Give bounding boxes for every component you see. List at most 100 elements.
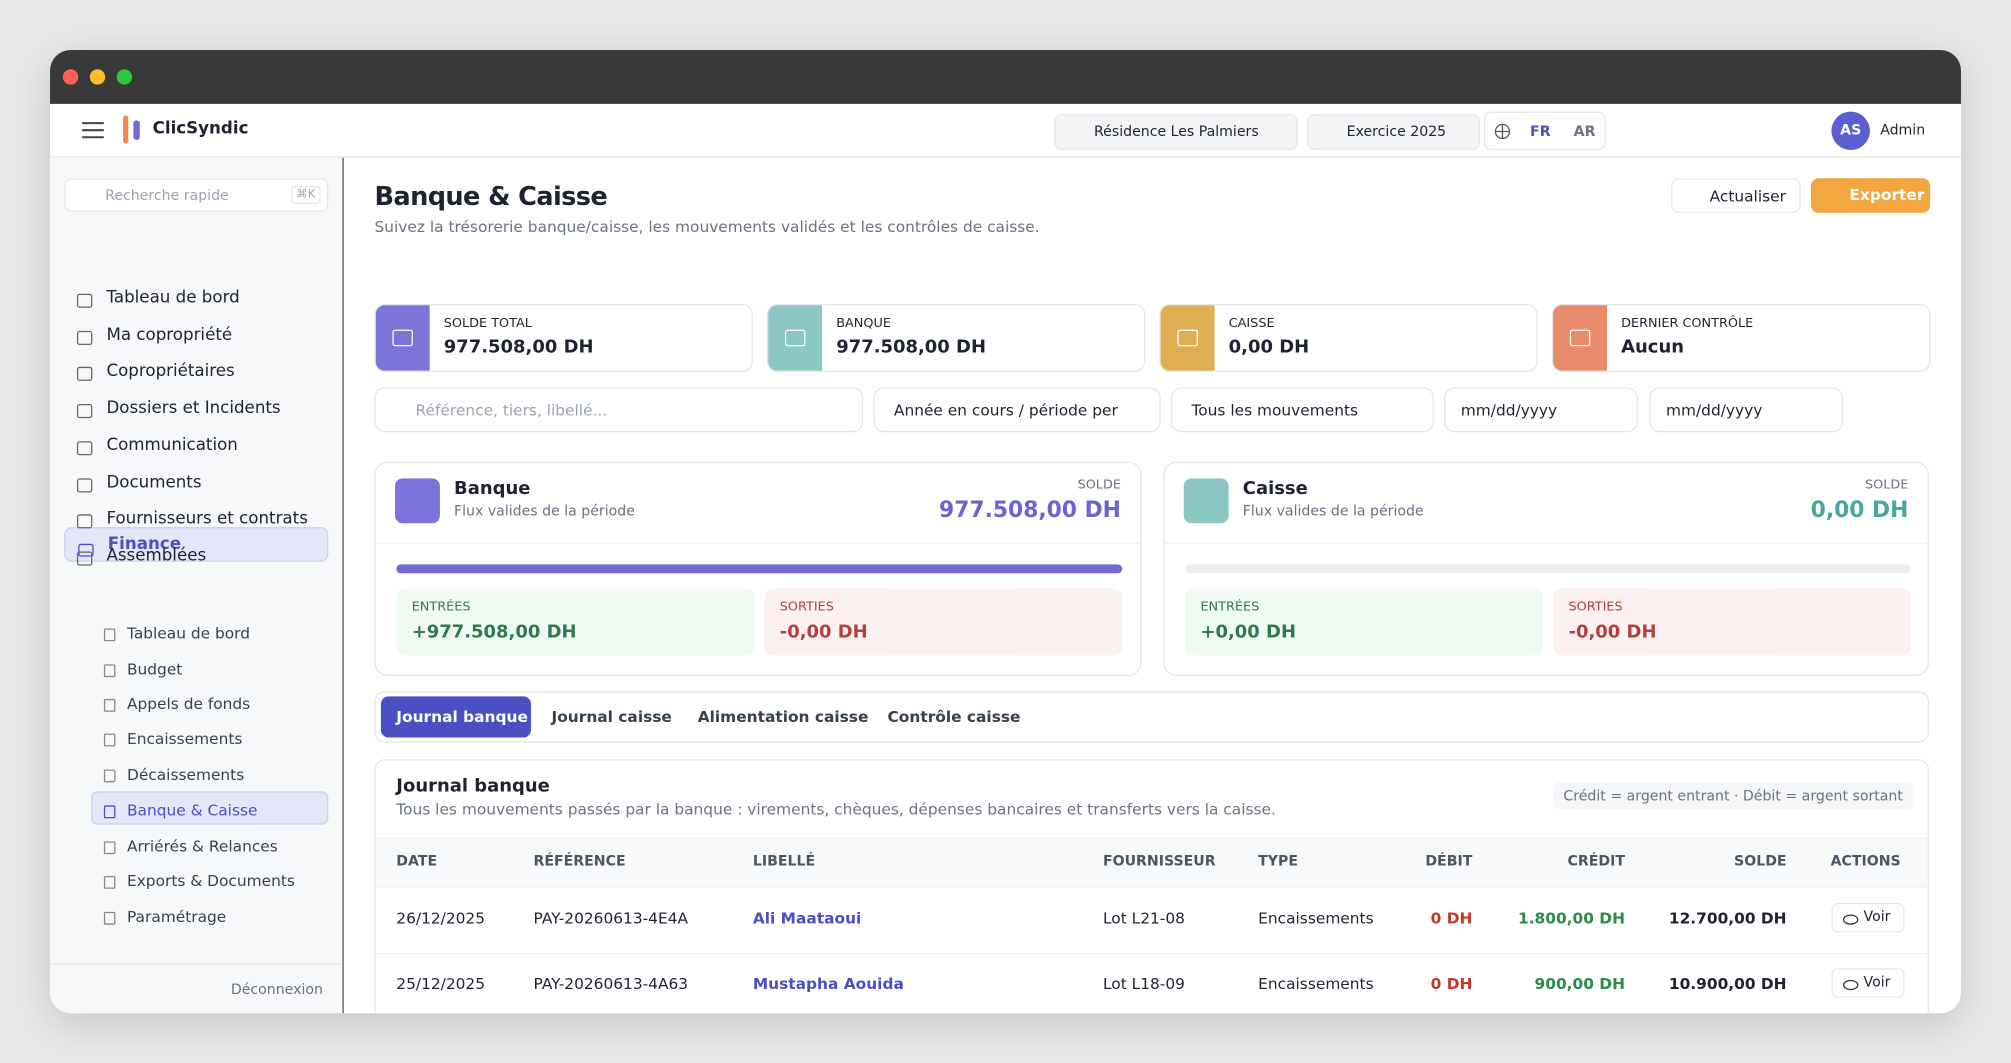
decoration: Référence, tiers, libellé...	[415, 401, 608, 420]
subnav-icon	[103, 911, 116, 925]
tab[interactable]: Journal caisse	[551, 707, 672, 726]
subnav-item[interactable]: Encaissements	[126, 729, 243, 748]
nav-item[interactable]: Assemblées	[106, 546, 207, 566]
subnav-item[interactable]: Paramétrage	[126, 908, 227, 926]
row-divider	[375, 952, 1928, 955]
residence-select[interactable]: Résidence Les Palmiers	[1054, 114, 1298, 151]
brand: ClicSyndic	[152, 119, 249, 139]
nav-item[interactable]: Ma copropriété	[106, 325, 233, 346]
view-button[interactable]	[1831, 902, 1905, 933]
logout[interactable]: Déconnexion	[230, 981, 323, 998]
balance-label: SOLDE	[1865, 478, 1909, 493]
tab[interactable]: Journal banque	[396, 707, 528, 726]
decoration: Année en cours / période per	[893, 401, 1118, 420]
subnav-item[interactable]: Tableau de bord	[126, 624, 250, 643]
refresh-button[interactable]: Actualiser	[1671, 178, 1801, 213]
subnav-item[interactable]: Appels de fonds	[126, 695, 251, 714]
account-title: Banque	[454, 478, 531, 499]
account-icon	[1183, 478, 1229, 524]
cell: PAY-20260613-4E4A	[533, 909, 689, 928]
decoration: Journal banque	[396, 775, 550, 797]
subnav-icon	[103, 698, 116, 712]
cell: 25/12/2025	[396, 974, 486, 993]
cell: 26/12/2025	[396, 909, 486, 928]
subnav-item[interactable]: Décaissements	[126, 765, 245, 784]
column-header: RÉFÉRENCE	[533, 852, 626, 870]
subnav-icon	[103, 805, 116, 819]
subnav-icon	[103, 628, 116, 642]
cell: Encaissements	[1258, 974, 1374, 993]
in-label: ENTRÉES	[411, 600, 471, 615]
cell: 12.700,00 DH	[1668, 909, 1787, 928]
subnav-item[interactable]: Budget	[126, 660, 183, 679]
nav-item[interactable]: Documents	[106, 473, 202, 493]
language[interactable]: AR	[1573, 123, 1596, 140]
column-header: LIBELLÉ	[752, 852, 816, 870]
avatar[interactable]: AS	[1831, 111, 1870, 151]
column-header: CRÉDIT	[1567, 852, 1625, 870]
view-label[interactable]: Voir	[1863, 973, 1891, 991]
decoration: Tous les mouvements	[1191, 401, 1358, 420]
nav-item[interactable]: Copropriétaires	[106, 361, 235, 381]
date-to[interactable]: mm/dd/yyyy	[1649, 387, 1843, 433]
nav-item[interactable]: Communication	[106, 436, 238, 456]
subnav-icon	[103, 733, 116, 747]
decoration	[1494, 123, 1511, 140]
period-select[interactable]: Année en cours / période per	[873, 387, 1161, 433]
decoration	[62, 69, 79, 85]
balance-value: 0,00 DH	[1810, 497, 1909, 524]
nav-icon	[76, 293, 93, 308]
cell[interactable]: Mustapha Aouida	[752, 974, 904, 993]
subnav-item[interactable]: Arriérés & Relances	[126, 837, 278, 856]
menu-icon[interactable]	[82, 122, 104, 139]
decoration: mm/dd/yyyy	[1460, 401, 1558, 420]
window: ClicSyndic Résidence Les Palmiers Exerci…	[50, 50, 1961, 1014]
cell[interactable]: Ali Maataoui	[752, 909, 862, 928]
stat-icon	[1553, 305, 1608, 371]
stat-value: 977.508,00 DH	[443, 337, 594, 358]
divider	[375, 542, 1141, 544]
main: Banque & Caisse Suivez la trésorerie ban…	[345, 158, 1961, 1014]
search-input[interactable]: Référence, tiers, libellé...	[374, 387, 864, 433]
title-bar	[50, 50, 1961, 104]
subnav-icon	[103, 664, 116, 678]
subnav-item[interactable]: Banque & Caisse	[126, 801, 258, 820]
column-header: DATE	[396, 852, 438, 870]
decoration	[123, 115, 129, 144]
finance-group[interactable]: Finance	[64, 527, 329, 562]
out-box	[1553, 588, 1911, 656]
top-bar: ClicSyndic Résidence Les Palmiers Exerci…	[50, 104, 1961, 158]
nav-icon	[76, 478, 93, 493]
nav-item[interactable]: Dossiers et Incidents	[106, 398, 281, 419]
view-label[interactable]: Voir	[1863, 908, 1891, 925]
cell: 10.900,00 DH	[1668, 974, 1787, 993]
date-from[interactable]: mm/dd/yyyy	[1444, 387, 1638, 433]
tab[interactable]: Alimentation caisse	[697, 707, 869, 726]
stat-icon	[768, 305, 823, 371]
in-value: +977.508,00 DH	[411, 622, 577, 643]
subnav-item[interactable]: Exports & Documents	[126, 872, 295, 891]
export-button[interactable]: Exporter	[1810, 178, 1931, 213]
decoration: Recherche rapide	[105, 187, 229, 204]
decoration	[1495, 124, 1510, 139]
icon-glyph	[1569, 329, 1591, 347]
tab[interactable]: Contrôle caisse	[887, 707, 1021, 726]
view-button[interactable]	[1831, 968, 1905, 998]
account-subtitle: Flux valides de la période	[454, 502, 635, 520]
quick-search[interactable]: Recherche rapide ⌘K	[64, 178, 329, 212]
language[interactable]: FR	[1530, 123, 1551, 140]
in-box	[1185, 588, 1543, 656]
decoration	[50, 963, 343, 965]
decoration: Exporter	[1849, 185, 1925, 204]
movement-select[interactable]: Tous les mouvements	[1170, 387, 1434, 433]
nav-item[interactable]: Tableau de bord	[106, 288, 240, 308]
eye-icon	[1842, 914, 1859, 925]
nav-item[interactable]: Fournisseurs et contrats	[106, 509, 308, 529]
stat-value: 0,00 DH	[1228, 337, 1310, 358]
exercise-select[interactable]: Exercice 2025	[1306, 114, 1481, 151]
subnav-icon	[103, 769, 116, 783]
tab-bar	[374, 691, 1929, 743]
stat-label: CAISSE	[1228, 316, 1275, 331]
out-value: -0,00 DH	[1568, 622, 1657, 643]
